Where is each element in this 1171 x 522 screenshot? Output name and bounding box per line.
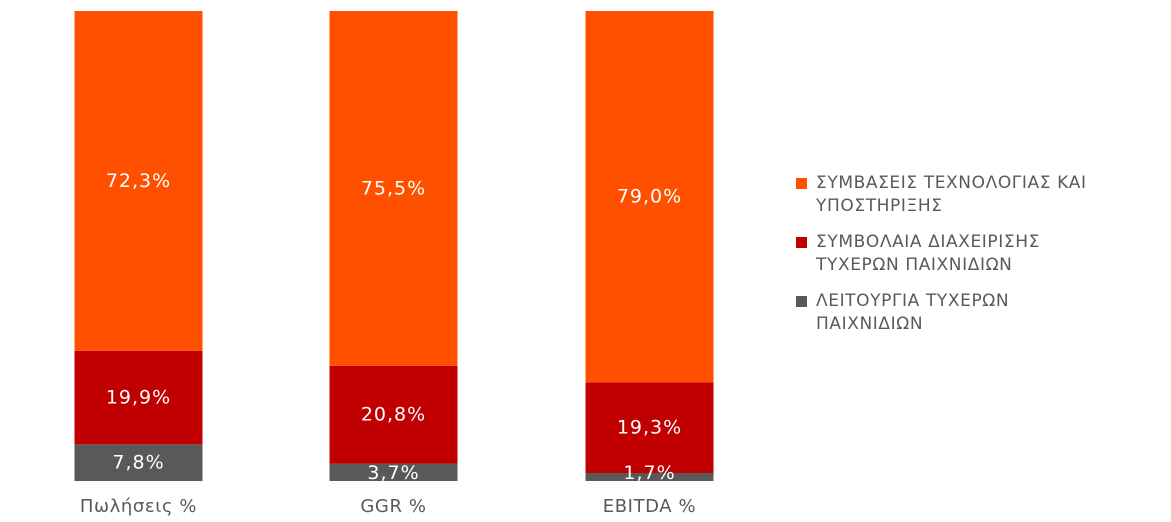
bar-segment-ggr-series-1 <box>329 365 458 464</box>
x-tick-label: Πωλήσεις % <box>80 496 197 517</box>
legend-item-games-operation: ΛΕΙΤΟΥΡΓΙΑ ΤΥΧΕΡΩΝ ΠΑΙΧΝΙΔΙΩΝ <box>796 290 1168 336</box>
bar-segment-ggr-series-0 <box>329 463 458 481</box>
data-label-category-series-0: 7,8% <box>112 452 164 474</box>
data-label-ebitda-series-0: 1,7% <box>623 462 675 484</box>
stacked-bar-chart: 7,8% 19,9% 72,3% 3,7% 20,8% 75,5% 1,7% 19,3% 79,… <box>74 11 714 517</box>
bar-segment-category-series-2 <box>74 11 203 351</box>
legend-swatch-management-contracts <box>796 237 807 248</box>
data-label-category-series-1: 19,9% <box>106 387 171 409</box>
legend-label-line: ΛΕΙΤΟΥΡΓΙΑ ΤΥΧΕΡΩΝ <box>816 291 1010 311</box>
legend-swatch-technology-contracts <box>796 178 807 189</box>
legend-label-line: ΥΠΟΣΤΗΡΙΞΗΣ <box>816 196 943 216</box>
bar-segment-category-series-0 <box>74 444 203 481</box>
data-label-ggr-series-2: 75,5% <box>361 177 426 199</box>
x-axis: Πωλήσεις % GGR % EBITDA % <box>80 496 696 517</box>
data-label-ggr-series-0: 3,7% <box>367 462 419 484</box>
legend: ΣΥΜΒΑΣΕΙΣ ΤΕΧΝΟΛΟΓΙΑΣ ΚΑΙ ΥΠΟΣΤΗΡΙΞΗΣ ΣΥ… <box>796 172 1168 349</box>
data-label-category-series-2: 72,3% <box>106 170 171 192</box>
legend-item-technology-contracts: ΣΥΜΒΑΣΕΙΣ ΤΕΧΝΟΛΟΓΙΑΣ ΚΑΙ ΥΠΟΣΤΗΡΙΞΗΣ <box>796 172 1168 218</box>
bar-segment-ebitda-series-2 <box>585 11 714 383</box>
legend-label-management-contracts: ΣΥΜΒΟΛΑΙΑ ΔΙΑΧΕΙΡΙΣΗΣ ΤΥΧΕΡΩΝ ΠΑΙΧΝΙΔΙΩΝ <box>816 231 1040 277</box>
bars-layer <box>74 11 714 481</box>
legend-label-games-operation: ΛΕΙΤΟΥΡΓΙΑ ΤΥΧΕΡΩΝ ΠΑΙΧΝΙΔΙΩΝ <box>816 290 1009 336</box>
x-tick-label: GGR % <box>360 496 426 517</box>
bar-segment-category-series-1 <box>74 350 203 445</box>
data-label-ggr-series-1: 20,8% <box>361 404 426 426</box>
bar-segment-ggr-series-2 <box>329 11 458 366</box>
data-label-ebitda-series-2: 79,0% <box>617 186 682 208</box>
legend-label-technology-contracts: ΣΥΜΒΑΣΕΙΣ ΤΕΧΝΟΛΟΓΙΑΣ ΚΑΙ ΥΠΟΣΤΗΡΙΞΗΣ <box>816 172 1087 218</box>
bar-segment-ebitda-series-1 <box>585 382 714 474</box>
legend-label-line: ΣΥΜΒΟΛΑΙΑ ΔΙΑΧΕΙΡΙΣΗΣ <box>816 232 1040 252</box>
legend-label-line: ΣΥΜΒΑΣΕΙΣ ΤΕΧΝΟΛΟΓΙΑΣ ΚΑΙ <box>816 173 1087 193</box>
data-label-ebitda-series-1: 19,3% <box>617 417 682 439</box>
bar-segment-ebitda-series-0 <box>585 473 714 481</box>
legend-label-line: ΠΑΙΧΝΙΔΙΩΝ <box>816 314 924 334</box>
value-labels-layer: 7,8% 19,9% 72,3% 3,7% 20,8% 75,5% 1,7% 19,3% 79,… <box>106 170 682 484</box>
legend-label-line: ΤΥΧΕΡΩΝ ΠΑΙΧΝΙΔΙΩΝ <box>816 255 1013 275</box>
x-tick-label: EBITDA % <box>603 496 697 517</box>
legend-item-management-contracts: ΣΥΜΒΟΛΑΙΑ ΔΙΑΧΕΙΡΙΣΗΣ ΤΥΧΕΡΩΝ ΠΑΙΧΝΙΔΙΩΝ <box>796 231 1168 277</box>
legend-swatch-games-operation <box>796 296 807 307</box>
